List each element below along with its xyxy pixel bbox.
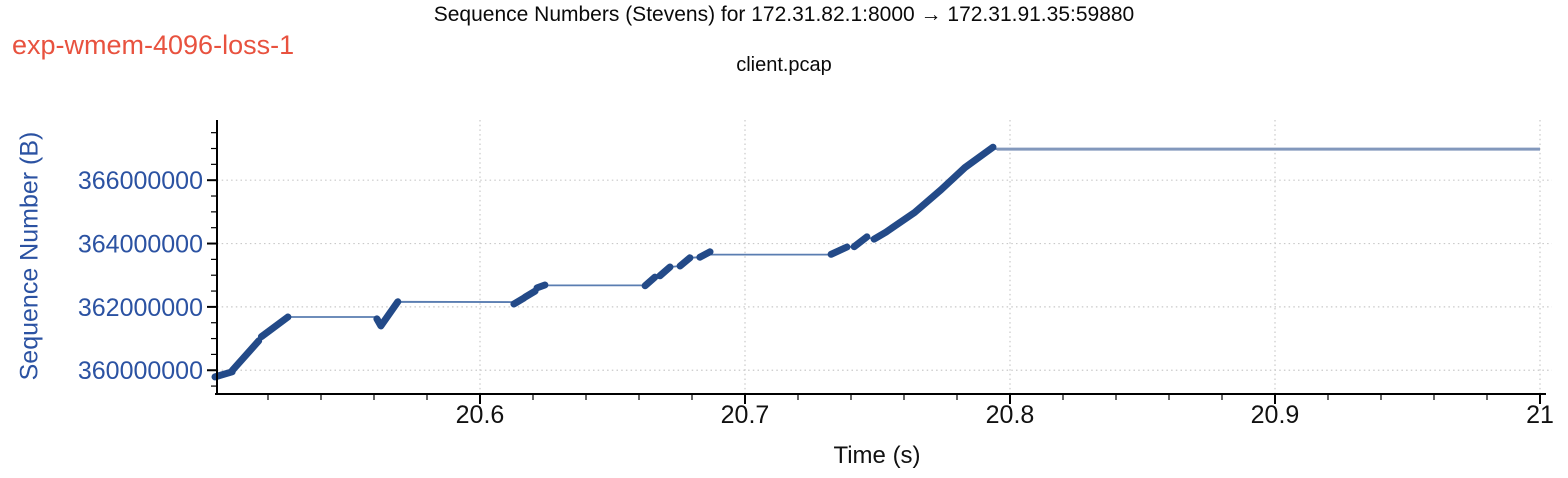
y-tick-label: 366000000 <box>78 167 203 195</box>
data-burst <box>228 337 263 375</box>
data-burst <box>870 143 997 243</box>
trace-line <box>214 147 1540 378</box>
x-tick-label: 20.9 <box>1251 401 1300 429</box>
x-tick-label: 20.7 <box>721 401 770 429</box>
data-burst <box>676 254 694 270</box>
x-tick-label: 21 <box>1526 401 1554 429</box>
data-burst <box>827 243 851 258</box>
data-burst <box>521 287 539 301</box>
data-burst <box>696 248 714 261</box>
data-burst <box>257 313 292 341</box>
x-tick-label: 20.8 <box>986 401 1035 429</box>
chart-title: Sequence Numbers (Stevens) for 172.31.82… <box>433 3 1135 26</box>
experiment-label: exp-wmem-4096-loss-1 <box>12 30 295 60</box>
x-tick-label: 20.6 <box>456 401 505 429</box>
y-tick-label: 364000000 <box>78 231 203 259</box>
data-burst <box>373 298 402 330</box>
chart-subtitle: client.pcap <box>736 54 832 76</box>
y-tick-label: 362000000 <box>78 294 203 322</box>
data-burst <box>850 233 871 251</box>
data-burst <box>641 273 659 290</box>
x-axis-label: Time (s) <box>833 442 921 469</box>
data-burst <box>656 263 674 280</box>
data-burst <box>533 281 549 292</box>
y-tick-label: 360000000 <box>78 357 203 385</box>
